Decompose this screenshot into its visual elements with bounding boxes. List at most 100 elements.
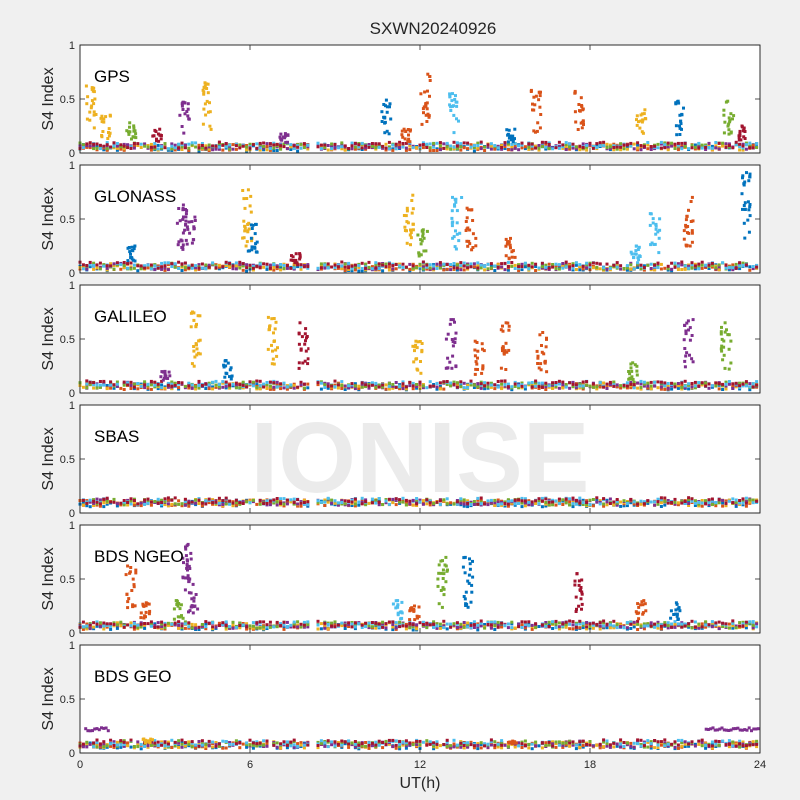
data-point	[554, 383, 558, 386]
data-point	[466, 499, 470, 503]
data-point	[486, 499, 490, 503]
data-point	[299, 142, 303, 146]
data-point	[486, 501, 490, 505]
data-point	[149, 500, 153, 504]
data-point	[503, 147, 507, 150]
data-point	[481, 347, 484, 351]
data-point	[158, 127, 162, 131]
data-point	[738, 261, 742, 265]
data-point	[401, 500, 405, 504]
data-point	[452, 145, 456, 149]
data-point	[136, 269, 140, 273]
data-point	[385, 105, 389, 109]
data-point	[473, 348, 477, 352]
data-point	[540, 496, 544, 500]
data-point	[186, 102, 190, 106]
data-point	[676, 386, 680, 390]
data-point	[275, 149, 279, 152]
data-point	[164, 375, 168, 379]
data-point	[683, 500, 687, 503]
data-point	[637, 120, 640, 124]
data-point	[296, 263, 300, 267]
data-point	[564, 385, 568, 389]
data-point	[473, 339, 477, 343]
data-point	[747, 179, 751, 183]
data-point	[234, 264, 238, 268]
data-point	[102, 505, 106, 509]
data-point	[374, 499, 378, 503]
spike	[151, 127, 163, 143]
data-point	[294, 252, 298, 256]
data-point	[202, 90, 206, 94]
data-point	[648, 223, 652, 227]
data-point	[167, 370, 171, 374]
data-point	[129, 384, 133, 387]
data-point	[302, 503, 306, 506]
data-point	[221, 380, 225, 384]
data-point	[654, 223, 658, 226]
data-point	[687, 496, 691, 500]
data-point	[143, 266, 147, 270]
data-point	[319, 381, 323, 385]
data-point	[326, 500, 330, 504]
data-point	[85, 382, 89, 386]
data-point	[496, 380, 500, 383]
data-point	[676, 501, 680, 505]
spike	[722, 99, 736, 136]
data-point	[454, 247, 458, 251]
data-point	[268, 145, 272, 149]
data-point	[506, 260, 510, 264]
data-point	[224, 380, 228, 384]
data-point	[517, 263, 521, 267]
data-point	[547, 384, 551, 388]
data-point	[731, 117, 734, 121]
data-point	[710, 384, 714, 388]
data-point	[143, 626, 147, 630]
data-point	[710, 144, 714, 148]
data-point	[245, 500, 249, 504]
data-point	[707, 146, 711, 149]
data-point	[384, 104, 387, 108]
data-point	[149, 503, 153, 507]
data-point	[285, 266, 289, 270]
data-point	[605, 142, 609, 146]
data-point	[153, 624, 157, 627]
data-point	[646, 147, 650, 151]
data-point	[251, 380, 255, 384]
data-point	[384, 265, 388, 269]
data-point	[442, 262, 446, 266]
data-point	[391, 264, 395, 268]
data-point	[85, 145, 89, 149]
data-point	[122, 383, 126, 387]
data-point	[391, 501, 395, 505]
data-point	[635, 373, 639, 377]
data-point	[109, 500, 113, 504]
data-point	[217, 267, 221, 271]
data-point	[224, 142, 228, 146]
data-point	[442, 146, 446, 150]
y-tick-label: 0.5	[60, 334, 75, 346]
data-point	[673, 264, 677, 267]
data-point	[690, 240, 694, 244]
data-point	[112, 264, 116, 267]
data-point	[472, 500, 476, 503]
data-point	[731, 268, 735, 272]
data-point	[738, 145, 742, 149]
data-point	[654, 224, 658, 228]
data-point	[459, 266, 463, 270]
data-point	[129, 502, 133, 506]
data-point	[340, 145, 344, 149]
data-point	[622, 143, 626, 147]
data-point	[383, 120, 387, 124]
data-points	[78, 171, 759, 273]
data-point	[234, 498, 238, 502]
data-point	[299, 504, 303, 508]
data-point	[676, 268, 680, 271]
data-point	[316, 145, 320, 149]
data-point	[100, 120, 104, 124]
data-point	[632, 386, 636, 390]
data-point	[632, 383, 636, 387]
data-point	[585, 503, 589, 506]
data-point	[744, 380, 748, 384]
